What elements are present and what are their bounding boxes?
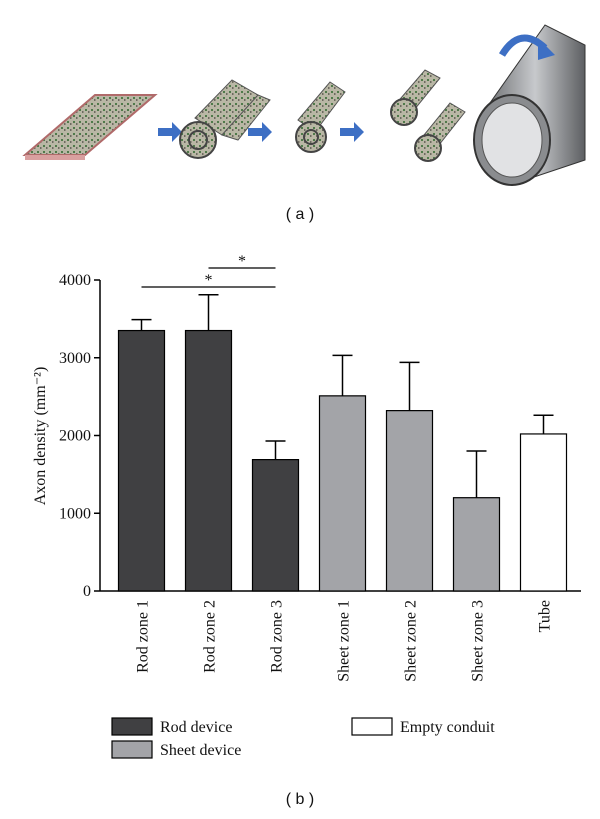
y-tick-label: 2000: [59, 428, 91, 445]
legend-label: Empty conduit: [400, 719, 495, 736]
bar: [385, 410, 434, 592]
caption: ( a ): [286, 206, 314, 223]
x-tick-label: Sheet zone 1: [336, 600, 353, 682]
y-tick-label: 4000: [59, 272, 91, 289]
x-tick-label: Tube: [537, 600, 554, 632]
arrow: [248, 122, 272, 142]
bar: [251, 459, 300, 592]
x-tick-label: Sheet zone 3: [470, 600, 487, 682]
bar: [519, 433, 568, 592]
legend-swatch: [351, 717, 393, 736]
arrow: [158, 122, 182, 142]
significance-mark: *: [238, 253, 246, 270]
significance-mark: *: [205, 272, 213, 289]
diagram: ( a ): [22, 24, 586, 223]
rolls: [390, 69, 466, 162]
error-bar: [466, 450, 487, 498]
bar: [117, 329, 166, 592]
roll: [295, 81, 346, 153]
x-tick-label: Rod zone 3: [269, 600, 286, 673]
roll: [179, 79, 271, 159]
arrow: [340, 122, 364, 142]
error-bar: [198, 294, 219, 331]
sheet: [22, 94, 158, 156]
y-axis-label: Axon density (mm⁻²): [32, 367, 49, 506]
x-tick-label: Sheet zone 2: [403, 600, 420, 682]
sheet-edge: [25, 155, 85, 160]
legend-swatch: [111, 740, 153, 759]
bar: [184, 329, 233, 592]
error-bar: [131, 318, 152, 331]
legend-label: Sheet device: [160, 742, 241, 759]
x-tick-label: Rod zone 1: [135, 600, 152, 673]
error-bar: [399, 361, 420, 411]
bar: [452, 497, 501, 592]
x-tick-label: Rod zone 2: [202, 600, 219, 673]
error-bar: [265, 440, 286, 460]
error-bar: [533, 414, 554, 434]
y-tick-label: 3000: [59, 350, 91, 367]
legend-swatch: [111, 717, 153, 736]
legend-label: Rod device: [160, 719, 232, 736]
tube: [473, 24, 586, 186]
error-bar: [332, 354, 353, 396]
caption: ( b ): [286, 791, 314, 808]
y-tick-label: 1000: [59, 505, 91, 522]
y-tick-label: 0: [83, 583, 91, 600]
bar: [318, 395, 367, 592]
